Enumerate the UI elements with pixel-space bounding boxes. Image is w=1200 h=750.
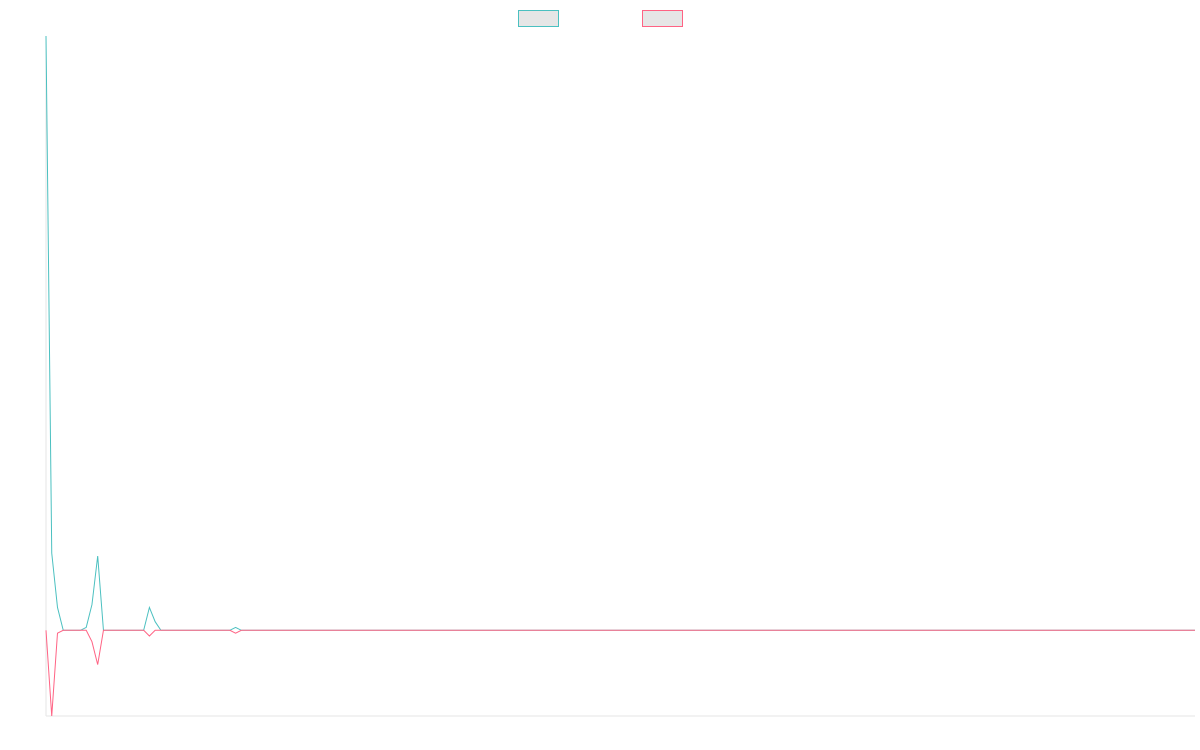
legend <box>518 10 683 27</box>
legend-item-1[interactable] <box>518 10 559 27</box>
legend-item-2[interactable] <box>642 10 683 27</box>
legend-swatch-2 <box>642 10 683 27</box>
series-line-1 <box>45 35 1195 631</box>
legend-swatch-1 <box>518 10 559 27</box>
axes <box>45 36 1195 717</box>
series-layer <box>45 35 1195 717</box>
series-line-2 <box>45 629 1195 717</box>
